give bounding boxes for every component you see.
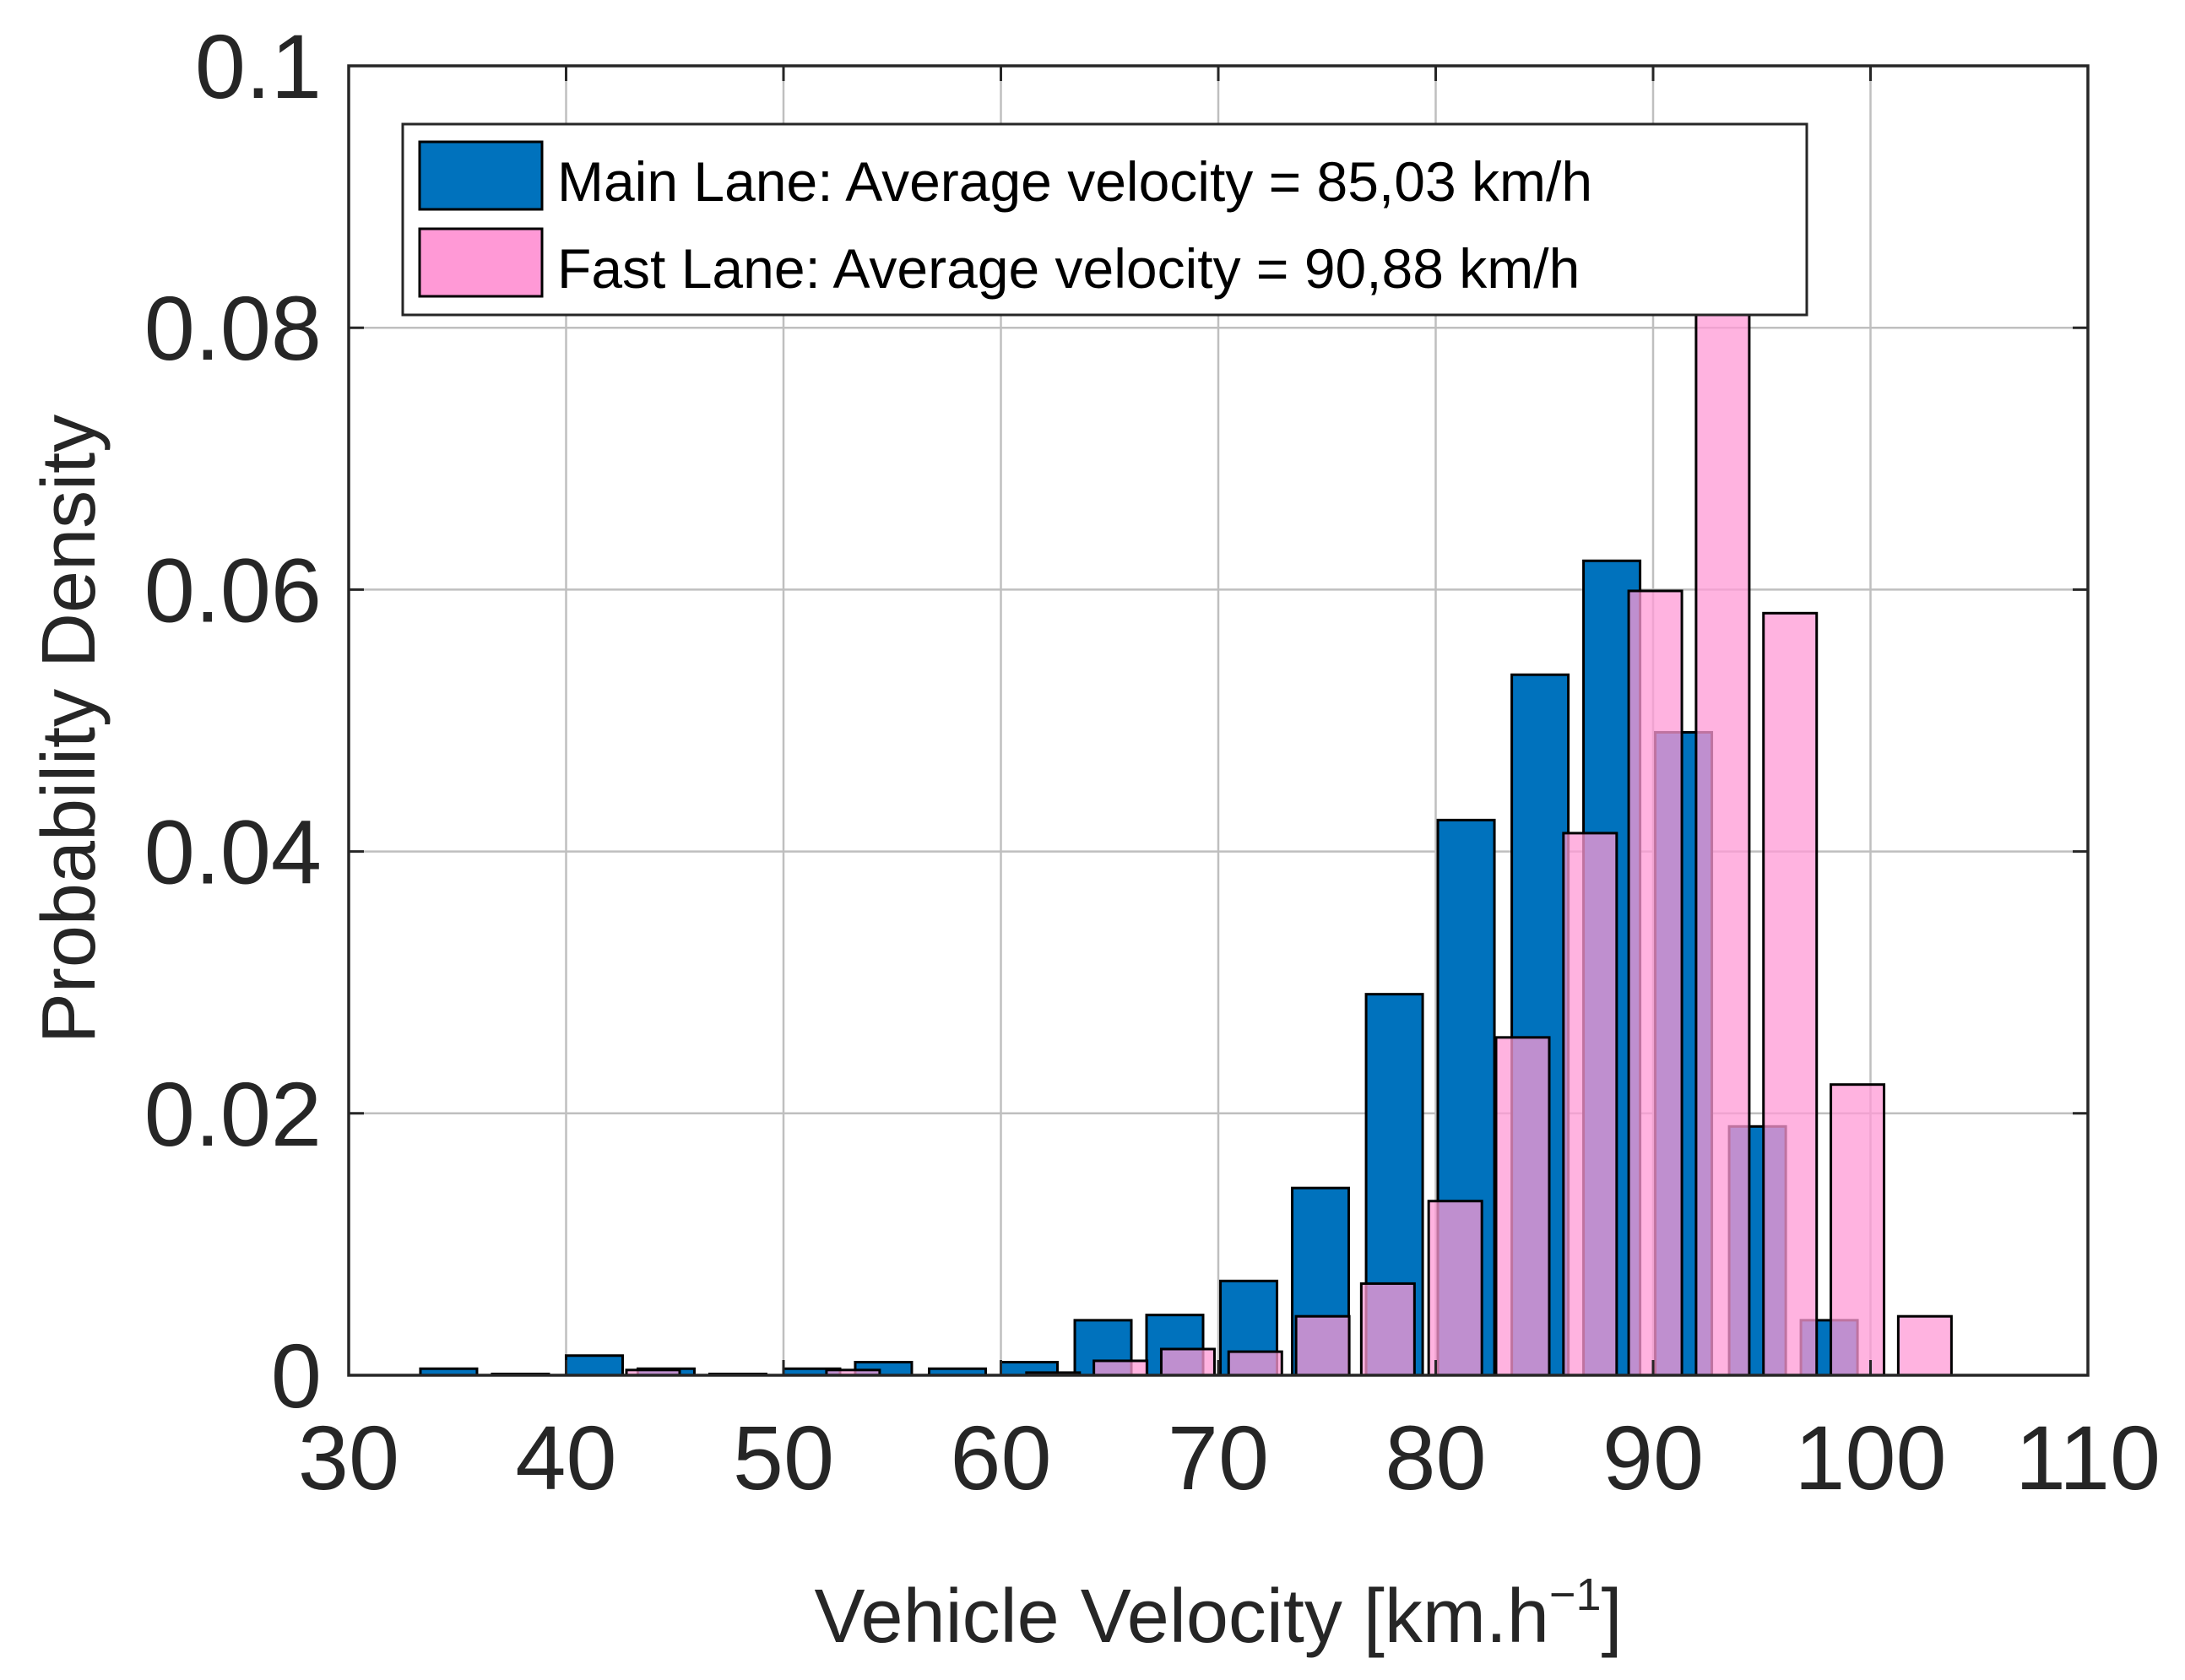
x-tick-label: 110 <box>2015 1406 2161 1509</box>
x-tick-label: 30 <box>298 1406 399 1509</box>
bar-fast-lane <box>1896 1314 1953 1377</box>
bar-fast-lane <box>1092 1359 1149 1377</box>
y-tick-label: 0.04 <box>144 801 322 903</box>
y-tick-label: 0.1 <box>195 15 322 117</box>
bar-fast-lane <box>1694 306 1751 1377</box>
x-tick-labels: 30 40 50 60 70 80 90 100 110 <box>298 1406 2161 1509</box>
legend-entry-fast-lane: Fast Lane: Average velocity = 90,88 km/h <box>557 237 1580 300</box>
x-tick-label: 80 <box>1385 1406 1486 1509</box>
x-tick-label: 50 <box>733 1406 834 1509</box>
bar-fast-lane <box>1627 589 1683 1377</box>
legend: Main Lane: Average velocity = 85,03 km/h… <box>401 122 1808 317</box>
y-tick-label: 0.06 <box>144 539 322 641</box>
legend-entry-main-lane: Main Lane: Average velocity = 85,03 km/h <box>557 150 1592 213</box>
bar-fast-lane <box>1562 832 1618 1377</box>
y-tick-labels: 0 0.02 0.04 0.06 0.08 0.1 <box>144 15 322 1427</box>
y-tick-label: 0 <box>271 1325 322 1427</box>
x-tick-label: 100 <box>1794 1406 1946 1509</box>
bar-fast-lane <box>1359 1282 1416 1377</box>
y-tick-label: 0.08 <box>144 277 322 379</box>
bar-main-lane <box>564 1354 624 1377</box>
bar-fast-lane <box>1294 1314 1351 1377</box>
y-tick-label: 0.02 <box>144 1063 322 1165</box>
bar-fast-lane <box>1830 1083 1886 1377</box>
bar-fast-lane <box>1227 1350 1283 1377</box>
x-axis-label: Vehicle Velocity [km.h−1] <box>814 1569 1622 1659</box>
legend-swatch-main-lane <box>418 140 544 211</box>
bar-fast-lane <box>1762 611 1819 1377</box>
legend-box <box>401 122 1808 317</box>
x-tick-label: 90 <box>1602 1406 1704 1509</box>
x-tick-label: 60 <box>950 1406 1051 1509</box>
bar-fast-lane <box>1427 1200 1483 1377</box>
legend-swatch-fast-lane <box>418 227 544 298</box>
series-fast-lane <box>625 306 1953 1377</box>
axes <box>347 64 2090 1377</box>
bar-fast-lane <box>1159 1347 1216 1377</box>
y-axis-label: Probability Density <box>27 415 111 1043</box>
x-tick-label: 40 <box>515 1406 616 1509</box>
x-tick-label: 70 <box>1168 1406 1269 1509</box>
bar-fast-lane <box>1494 1036 1551 1377</box>
